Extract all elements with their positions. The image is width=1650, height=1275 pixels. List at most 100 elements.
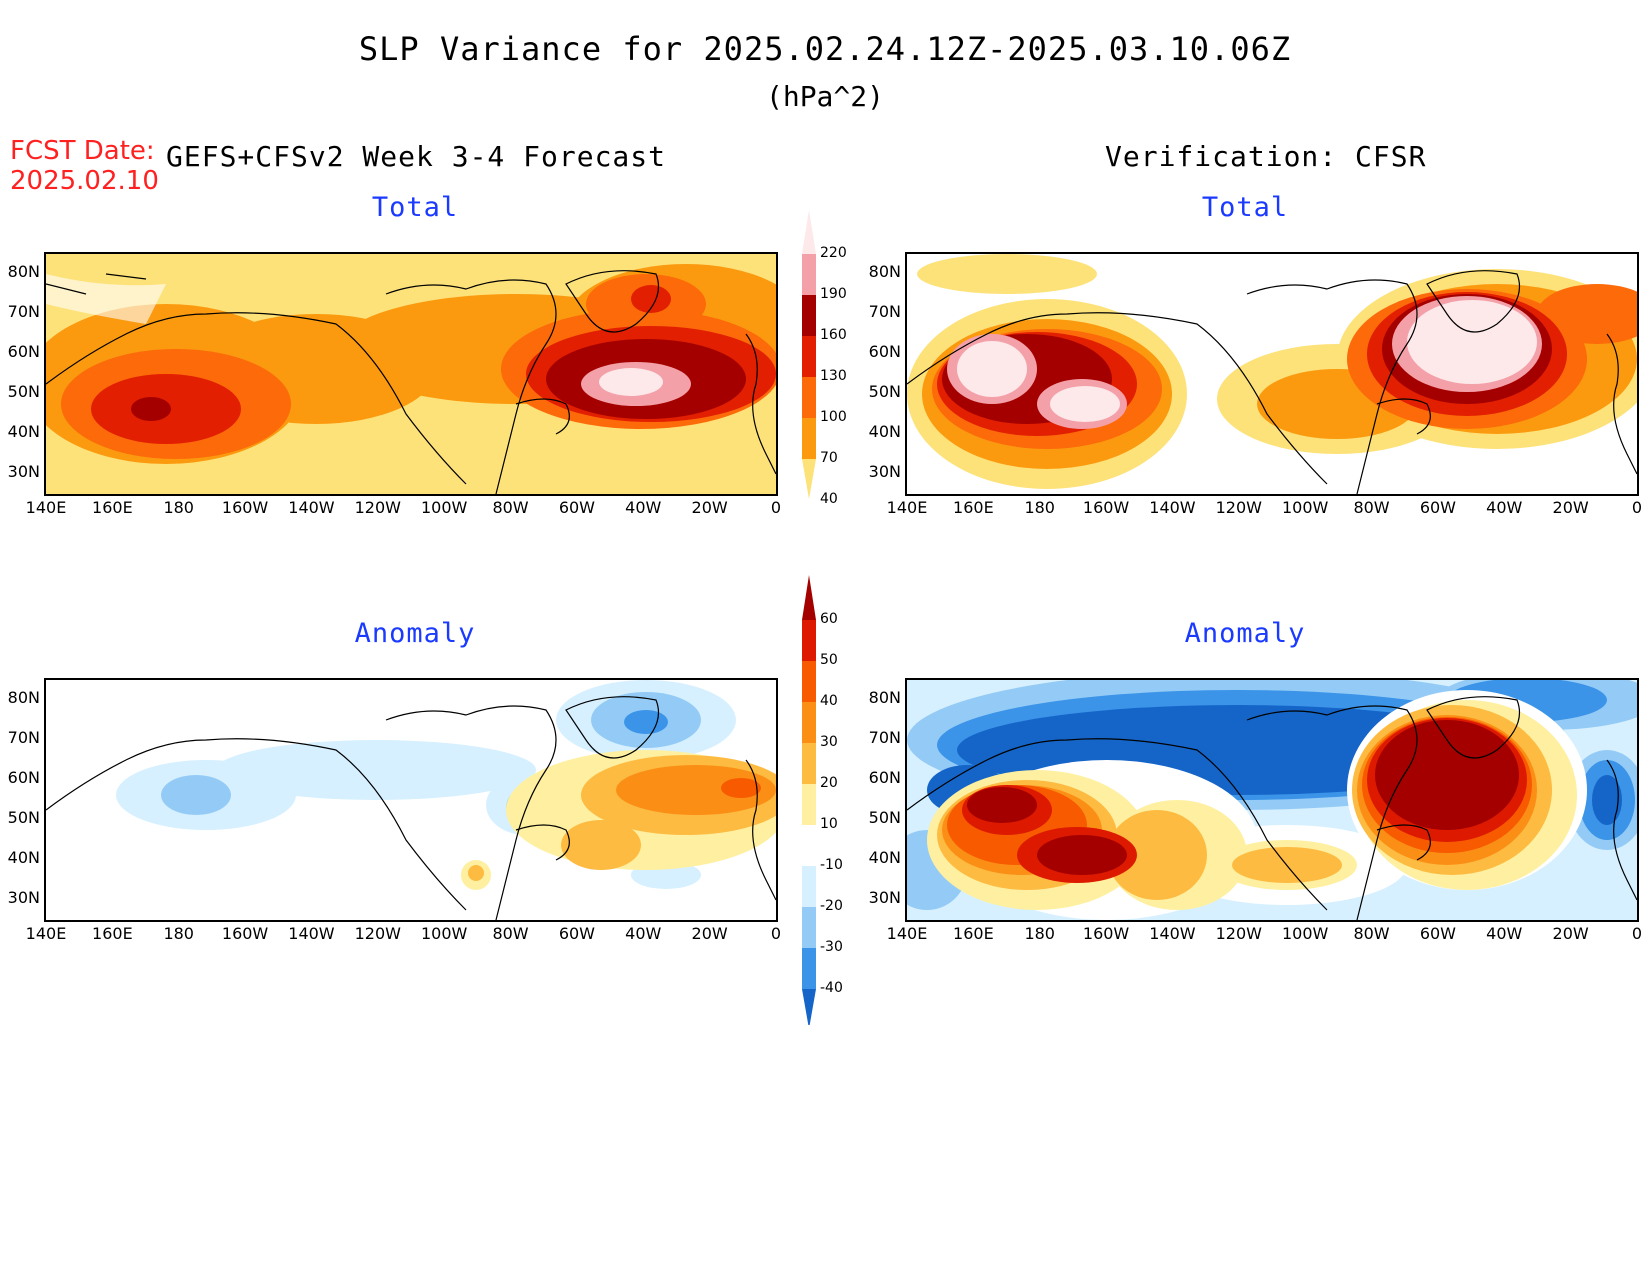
colorbar-segment	[802, 418, 816, 459]
lon-tick-label: 120W	[1215, 924, 1262, 943]
colorbar-level-label: 70	[820, 450, 838, 466]
lat-tick-label: 50N	[7, 382, 40, 401]
colorbar-level-label: 20	[820, 775, 838, 791]
colorbar-segment	[802, 377, 816, 418]
lon-tick-label: 180	[1024, 498, 1055, 517]
lat-tick-label: 30N	[868, 888, 901, 907]
colorbar-bottom-arrow	[802, 989, 816, 1025]
colorbar-segment	[802, 907, 816, 948]
lon-tick-label: 180	[1024, 924, 1055, 943]
colorbar-level-label: 40	[820, 693, 838, 709]
lon-tick-label: 80W	[1353, 498, 1390, 517]
lon-tick-label: 160W	[221, 498, 269, 517]
lat-tick-label: 60N	[868, 768, 901, 787]
colorbar-level-label: -20	[820, 898, 843, 914]
lon-tick-label: 40W	[1486, 498, 1523, 517]
lon-tick-label: 0	[770, 498, 782, 517]
total-colorbar: 220 190 160 130 100 70 40	[800, 210, 860, 540]
lat-tick-label: 40N	[7, 848, 40, 867]
colorbar-level-label: 10	[820, 816, 838, 832]
lat-tick-label: 80N	[7, 688, 40, 707]
lon-tick-label: 0	[1631, 498, 1643, 517]
lon-tick-label: 100W	[1281, 498, 1329, 517]
lon-tick-label: 120W	[354, 498, 401, 517]
lon-tick-label: 160W	[1082, 498, 1130, 517]
lon-tick-label: 180	[163, 498, 194, 517]
lon-tick-label: 100W	[1281, 924, 1329, 943]
lat-tick-label: 60N	[7, 342, 40, 361]
lon-tick-label: 140E	[886, 498, 928, 517]
verification-total-map	[905, 252, 1639, 496]
lat-tick-label: 70N	[7, 728, 40, 747]
fcst-date-label: FCST Date:	[10, 136, 155, 166]
lon-tick-label: 120W	[1215, 498, 1262, 517]
lon-tick-label: 100W	[420, 498, 468, 517]
lon-tick-label: 40W	[625, 924, 662, 943]
lon-tick-label: 100W	[420, 924, 468, 943]
colorbar-level-label: 100	[820, 409, 847, 425]
lon-tick-label: 80W	[492, 924, 529, 943]
verification-anomaly-map	[905, 678, 1639, 922]
lon-tick-label: 20W	[691, 924, 728, 943]
lat-tick-label: 80N	[7, 262, 40, 281]
forecast-heading: GEFS+CFSv2 Week 3-4 Forecast	[166, 140, 667, 173]
colorbar-segment	[802, 336, 816, 377]
lon-tick-label: 180	[163, 924, 194, 943]
lat-tick-label: 50N	[868, 808, 901, 827]
lon-tick-label: 160E	[953, 924, 994, 943]
lon-tick-label: 120W	[354, 924, 401, 943]
lon-tick-label: 60W	[558, 924, 595, 943]
lon-tick-label: 140W	[1149, 924, 1196, 943]
lat-tick-label: 60N	[7, 768, 40, 787]
colorbar-level-label: 40	[820, 491, 838, 507]
lat-tick-label: 50N	[868, 382, 901, 401]
lat-tick-label: 70N	[7, 302, 40, 321]
colorbar-level-label: 190	[820, 286, 847, 302]
fcst-date: FCST Date: 2025.02.10	[10, 136, 159, 196]
bottom-left-panel-title: Anomaly	[354, 618, 476, 649]
colorbar-segment	[802, 620, 816, 661]
lat-tick-label: 40N	[868, 422, 901, 441]
lon-tick-label: 80W	[1353, 924, 1390, 943]
lat-tick-label: 70N	[868, 728, 901, 747]
colorbar-segment	[802, 661, 816, 702]
fcst-date-value: 2025.02.10	[10, 166, 159, 196]
top-right-panel-title: Total	[1201, 192, 1289, 223]
lon-tick-label: 20W	[691, 498, 728, 517]
colorbar-level-label: 50	[820, 652, 838, 668]
lon-tick-label: 140W	[1149, 498, 1196, 517]
top-left-panel-title: Total	[371, 192, 459, 223]
colorbar-top-arrow	[802, 210, 816, 254]
lat-tick-label: 30N	[7, 462, 40, 481]
lon-tick-label: 140W	[288, 924, 335, 943]
lon-tick-label: 60W	[1419, 498, 1456, 517]
lat-tick-label: 80N	[868, 262, 901, 281]
colorbar-segment	[802, 784, 816, 825]
colorbar-segment	[802, 825, 816, 866]
lat-tick-label: 30N	[7, 888, 40, 907]
anomaly-colorbar: 60 50 40 30 20 10 -10 -20 -30 -40	[800, 575, 860, 1025]
lat-tick-label: 30N	[868, 462, 901, 481]
colorbar-level-label: -10	[820, 857, 843, 873]
lon-tick-label: 60W	[1419, 924, 1456, 943]
lon-tick-label: 140E	[886, 924, 928, 943]
lon-tick-label: 80W	[492, 498, 529, 517]
colorbar-level-label: 30	[820, 734, 838, 750]
lon-tick-label: 160E	[92, 498, 133, 517]
lon-tick-label: 140E	[25, 498, 67, 517]
lon-tick-label: 0	[1631, 924, 1643, 943]
colorbar-level-label: -40	[820, 980, 843, 996]
forecast-anomaly-map	[44, 678, 778, 922]
colorbar-level-label: 220	[820, 245, 847, 261]
units-label: (hPa^2)	[765, 80, 884, 113]
lat-tick-label: 60N	[868, 342, 901, 361]
bottom-right-panel-title: Anomaly	[1184, 618, 1306, 649]
lon-tick-label: 160W	[1082, 924, 1130, 943]
lon-tick-label: 140W	[288, 498, 335, 517]
lon-tick-label: 140E	[25, 924, 67, 943]
colorbar-segment	[802, 702, 816, 743]
lon-tick-label: 0	[770, 924, 782, 943]
colorbar-segment	[802, 295, 816, 336]
lat-tick-label: 80N	[868, 688, 901, 707]
lat-tick-label: 40N	[868, 848, 901, 867]
